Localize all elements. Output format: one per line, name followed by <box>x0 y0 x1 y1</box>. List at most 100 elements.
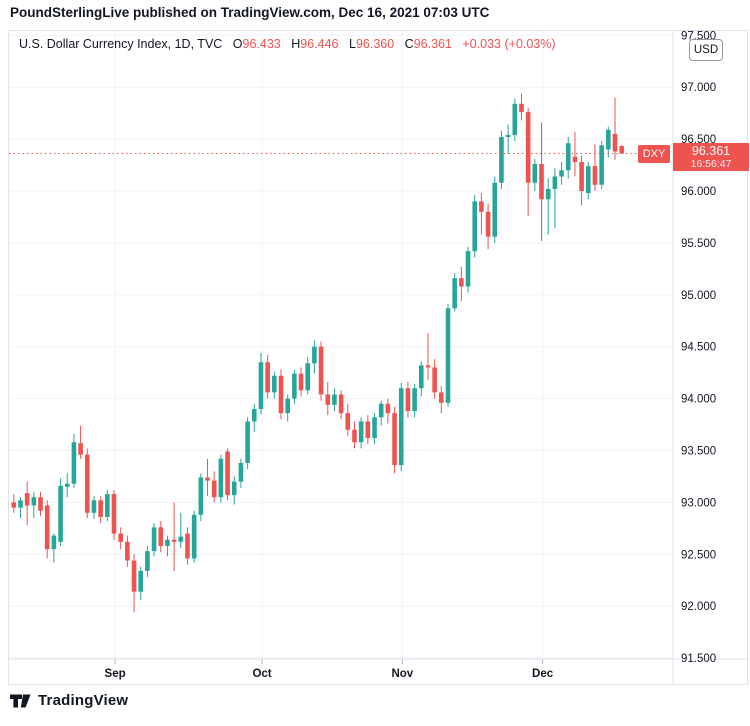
candle-body <box>171 539 177 542</box>
candle-body <box>365 421 371 439</box>
candle-body <box>238 462 244 482</box>
time-scale-label[interactable]: Dec <box>532 668 554 680</box>
candle-body <box>492 182 498 237</box>
candle-body <box>158 527 164 546</box>
candle-body <box>378 403 384 418</box>
candle-body <box>439 392 444 403</box>
time-scale-label[interactable]: Nov <box>391 668 413 680</box>
candle-body <box>452 278 457 309</box>
candle-body <box>405 388 411 412</box>
price-scale-label[interactable]: 96.000 <box>681 186 716 198</box>
price-scale-label[interactable]: 95.500 <box>681 238 716 250</box>
price-scale-label[interactable]: 92.500 <box>681 549 716 561</box>
candle-body <box>191 514 197 559</box>
candle-body <box>525 112 531 183</box>
candle-body <box>165 539 170 546</box>
price-scale-label[interactable]: 95.000 <box>681 290 716 302</box>
candle-body <box>211 480 217 498</box>
candle-body <box>345 413 351 430</box>
high-label: H <box>291 37 301 51</box>
candle-body <box>118 533 123 542</box>
candle-body <box>218 458 224 498</box>
price-scale-label[interactable]: 97.000 <box>681 82 716 94</box>
currency-badge[interactable]: USD <box>689 39 723 61</box>
candle-body <box>305 363 311 391</box>
candle-body <box>18 500 23 508</box>
candle-body <box>145 551 150 571</box>
candle-body <box>98 500 103 517</box>
candle-body <box>312 346 317 364</box>
candle-body <box>178 536 184 542</box>
candle-body <box>565 143 571 171</box>
candle-body <box>131 560 137 592</box>
time-scale-label[interactable]: Oct <box>252 668 271 680</box>
candle-body <box>398 388 404 466</box>
candle-body <box>465 251 471 287</box>
price-scale-label[interactable]: 93.000 <box>681 497 716 509</box>
candle-body <box>111 494 117 534</box>
candle-body <box>245 421 250 463</box>
candle-body <box>572 156 578 162</box>
candle-body <box>512 103 518 135</box>
candle-body <box>64 483 70 487</box>
candle-body <box>205 477 210 481</box>
time-scale-label[interactable]: Sep <box>105 668 126 680</box>
candle-body <box>332 394 337 405</box>
last-price-value: 96.361 <box>691 144 731 158</box>
candle-body <box>552 176 558 189</box>
tradingview-logo-icon <box>10 694 31 708</box>
candle-body <box>24 493 30 506</box>
candle-body <box>51 535 57 550</box>
price-scale-label[interactable]: 94.500 <box>681 342 716 354</box>
candle-body <box>265 362 270 393</box>
high-value: 96.446 <box>300 37 339 51</box>
candle-body <box>325 394 331 405</box>
candle-body <box>599 145 604 185</box>
tradingview-logo[interactable]: TradingView <box>10 692 128 709</box>
symbol-price-flag: DXY <box>638 145 670 163</box>
candle-body <box>225 451 230 496</box>
candle-body <box>91 500 97 513</box>
price-scale-label[interactable]: 91.500 <box>681 653 716 665</box>
candle-body <box>278 375 284 414</box>
chart-widget: 97.500 97.000 96.500 96.000 95.500 95.000 94.5… <box>8 30 749 685</box>
candle-body <box>418 365 424 389</box>
candle-body <box>532 164 538 183</box>
open-value: 96.433 <box>242 37 281 51</box>
candle-body <box>338 394 344 414</box>
price-scale-label[interactable]: 92.000 <box>681 601 716 613</box>
candle-body <box>479 201 484 212</box>
candle-body <box>412 388 417 412</box>
price-scale-label[interactable]: 93.500 <box>681 446 716 458</box>
open-label: O <box>232 37 243 51</box>
candle-body <box>258 362 264 409</box>
low-value: 96.360 <box>355 37 395 51</box>
candle-body <box>425 365 431 368</box>
candle-body <box>44 505 50 550</box>
change-value: +0.033 (+0.03%) <box>462 37 556 51</box>
price-scale-label[interactable]: 94.000 <box>681 394 716 406</box>
candle-body <box>559 170 564 177</box>
close-label: C <box>404 37 414 51</box>
candle-body <box>385 403 391 414</box>
candle-body <box>38 497 43 511</box>
candle-body <box>545 188 551 200</box>
candle-body <box>298 373 304 391</box>
candle-body <box>318 346 324 395</box>
bar-countdown: 16:56:47 <box>690 158 732 170</box>
candle-body <box>358 421 364 443</box>
candle-body <box>432 367 437 393</box>
candle-body <box>198 477 204 515</box>
candle-body <box>292 373 297 399</box>
chart-legend: U.S. Dollar Currency Index, 1D, TVC O96.… <box>19 37 556 51</box>
candlestick-chart[interactable]: 97.50097.00096.50096.00095.50095.00094.5… <box>9 30 747 684</box>
candle-body <box>392 413 397 466</box>
tradingview-brand-text: TradingView <box>38 692 129 709</box>
candle-body <box>619 146 624 154</box>
candle-body <box>125 541 130 561</box>
candle-body <box>459 278 464 287</box>
candle-body <box>592 166 598 185</box>
candle-body <box>579 161 584 191</box>
low-label: L <box>349 37 356 51</box>
